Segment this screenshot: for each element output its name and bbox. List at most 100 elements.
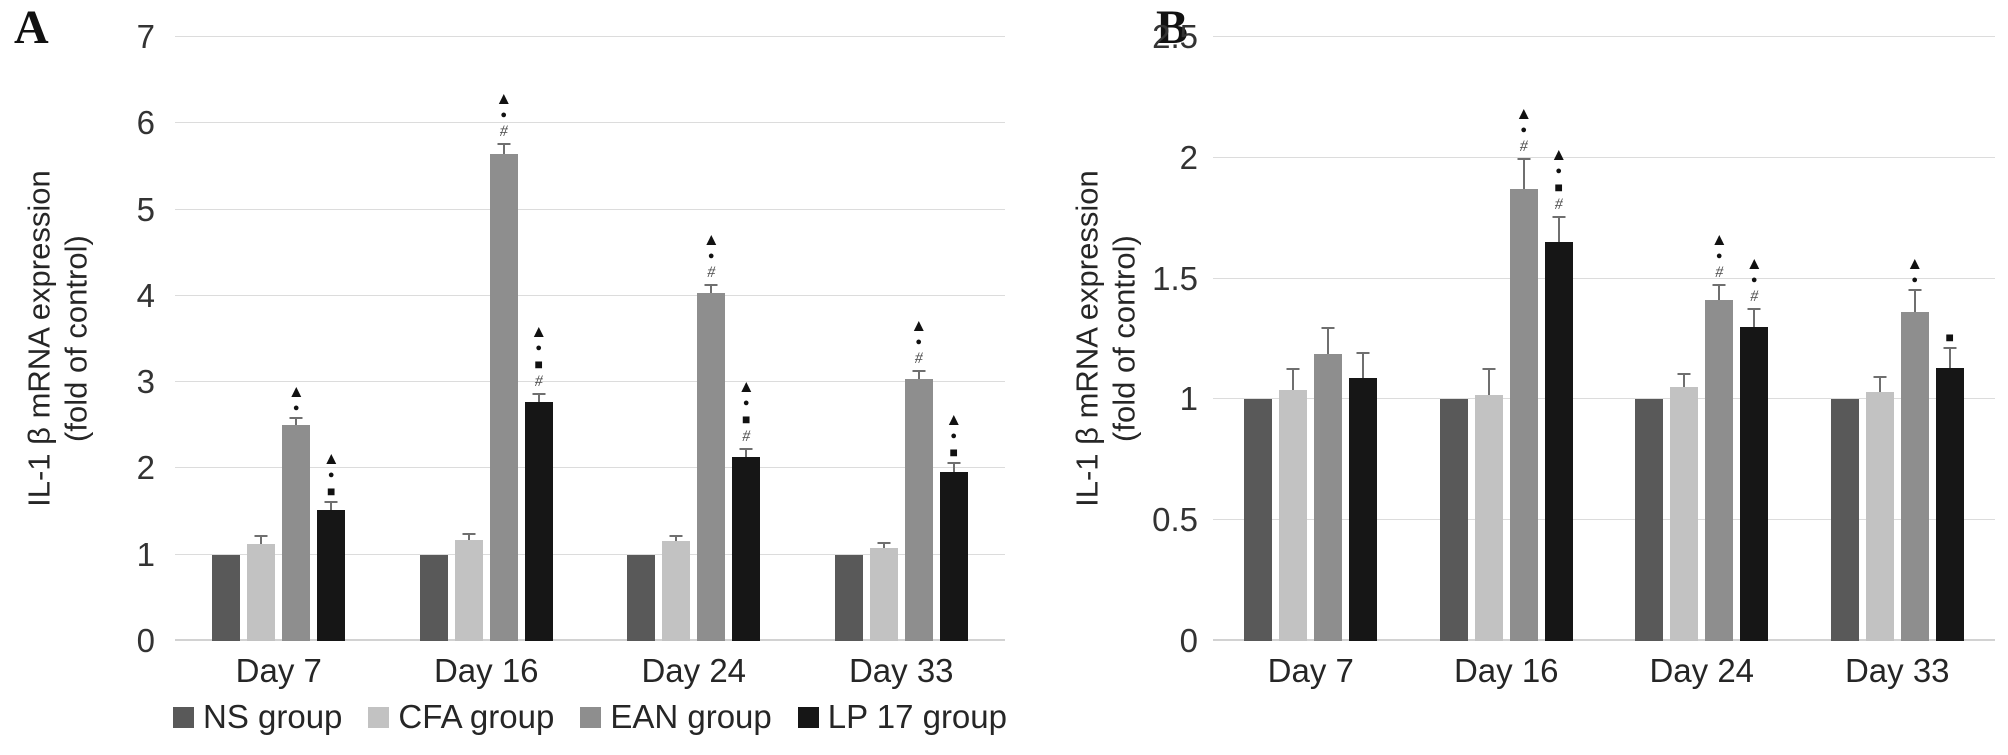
bar-slot-ean-group: ▲ ● #	[904, 37, 933, 641]
bar-slot-ean-group	[1314, 37, 1343, 641]
bar-cfa-group-day-16	[454, 540, 483, 641]
dot-marker-icon: ●	[327, 468, 335, 481]
dot-marker-icon: ●	[915, 335, 923, 348]
error-bar-cap	[1677, 373, 1691, 376]
legend-label-ean-group: EAN group	[610, 698, 772, 735]
gridline-y-1	[175, 553, 1005, 555]
error-bar	[675, 536, 678, 541]
bar-cfa-group-day-33	[1865, 392, 1894, 641]
error-bar-cap	[1356, 351, 1370, 354]
error-bar-cap	[497, 142, 511, 145]
error-bar	[952, 464, 955, 472]
bar-slot-ean-group: ▲ ●	[282, 37, 311, 641]
y-tick-label-7: 7	[136, 18, 155, 55]
triangle-marker-icon: ▲	[287, 382, 305, 402]
error-bar	[710, 285, 713, 294]
bar-ean-group-day-33	[1900, 312, 1929, 641]
error-bar	[1753, 310, 1756, 327]
gridline-y-0	[1213, 639, 1995, 641]
bar-ns-group-day-7	[1244, 399, 1273, 641]
significance-markers: ▲ ● #	[1746, 255, 1763, 305]
bar-ns-group-day-16	[419, 554, 448, 641]
panel-a-y-axis-title-line1: IL-1 β mRNA expression	[21, 170, 57, 508]
legend-swatch-lp-17-group	[797, 706, 819, 728]
bar-cfa-group-day-7	[1279, 389, 1308, 641]
bar-slot-lp-17-group: ▲ ● #	[1740, 37, 1769, 641]
dot-marker-icon: ●	[1911, 273, 1919, 286]
triangle-marker-icon: ▲	[530, 322, 548, 342]
error-bar	[330, 502, 333, 510]
panel-B-xlabels: Day 7 Day 16 Day 24 Day 33	[1213, 652, 1995, 694]
legend-swatch-ns-group	[172, 706, 194, 728]
error-bar-cap	[289, 417, 303, 420]
significance-markers: ▲ ●	[1906, 255, 1923, 286]
error-bar	[1878, 377, 1881, 393]
gridline-y-0.5	[1213, 519, 1995, 521]
legend-item-cfa-group: CFA group	[368, 698, 554, 736]
bar-lp-17-group-day-24	[732, 457, 761, 641]
bar-slot-lp-17-group: ▲ ● ■ #	[732, 37, 761, 641]
significance-markers: ▲ ● ■	[945, 411, 962, 459]
legend-swatch-cfa-group	[368, 706, 390, 728]
error-bar-cap	[324, 500, 338, 503]
gridline-y-3	[175, 381, 1005, 383]
error-bar	[1557, 218, 1560, 243]
error-bar-cap	[1517, 158, 1531, 161]
bar-slot-ns-group	[1439, 37, 1468, 641]
bar-group-day-7: ▲ ● ▲ ● ■	[212, 37, 346, 641]
dot-marker-icon: ●	[500, 108, 508, 121]
error-bar	[295, 419, 298, 426]
bar-lp-17-group-day-16	[524, 402, 553, 641]
error-bar-cap	[1943, 346, 1957, 349]
bar-slot-ns-group	[1244, 37, 1273, 641]
error-bar-cap	[1747, 308, 1761, 311]
gridline-y-1.5	[1213, 277, 1995, 279]
x-label-day-16: Day 16	[433, 652, 539, 689]
bar-ean-group-day-24	[697, 293, 726, 641]
bar-slot-cfa-group	[662, 37, 691, 641]
bar-slot-cfa-group	[1474, 37, 1503, 641]
bar-group-day-24: ▲ ● # ▲ ● ■ #	[627, 37, 761, 641]
bar-ns-group-day-16	[1439, 399, 1468, 641]
bar-slot-cfa-group	[1670, 37, 1699, 641]
bar-ean-group-day-7	[282, 425, 311, 641]
hash-marker-icon: #	[1715, 263, 1724, 281]
square-marker-icon: ■	[949, 444, 958, 461]
gridline-y-6	[175, 122, 1005, 124]
y-tick-label-2.5: 2.5	[1152, 18, 1198, 55]
legend-label-lp-17-group: LP 17 group	[827, 698, 1007, 735]
x-label-day-33: Day 33	[1844, 652, 1950, 689]
error-bar-cap	[912, 369, 926, 372]
bar-slot-ean-group: ▲ ● #	[1509, 37, 1538, 641]
significance-markers: ▲ ● ■	[323, 450, 340, 498]
significance-markers: ▲ ● #	[1515, 105, 1532, 155]
bar-cfa-group-day-16	[1474, 394, 1503, 641]
bars-layer: ▲ ● # ▲ ● ■ # ▲ ● # ▲ ● # ▲ ● ■	[1213, 37, 1995, 641]
hash-marker-icon: #	[534, 373, 543, 391]
square-marker-icon: ■	[742, 411, 751, 428]
significance-markers: ▲ ● #	[1711, 231, 1728, 281]
bar-slot-ean-group: ▲ ● #	[1705, 37, 1734, 641]
triangle-marker-icon: ▲	[1710, 229, 1728, 249]
error-bar	[502, 144, 505, 154]
triangle-marker-icon: ▲	[910, 315, 928, 335]
error-bar	[467, 534, 470, 541]
square-marker-icon: ■	[534, 356, 543, 373]
error-bar-cap	[462, 532, 476, 535]
bar-group-day-7	[1244, 37, 1378, 641]
triangle-marker-icon: ▲	[1745, 254, 1763, 274]
bar-ean-group-day-16	[489, 153, 518, 641]
error-bar-cap	[947, 462, 961, 465]
bar-ean-group-day-16	[1509, 189, 1538, 641]
bar-ean-group-day-7	[1314, 353, 1343, 641]
bar-slot-ean-group: ▲ ● #	[697, 37, 726, 641]
bar-cfa-group-day-33	[869, 547, 898, 641]
gridline-y-2	[1213, 156, 1995, 158]
x-label-day-24: Day 24	[641, 652, 747, 689]
significance-markers: ▲ ● ■ #	[1550, 146, 1567, 213]
square-marker-icon: ■	[1554, 179, 1563, 196]
bar-ns-group-day-7	[212, 554, 241, 641]
y-tick-label-0: 0	[136, 622, 155, 659]
significance-markers: ▲ ● ■ #	[738, 378, 755, 445]
